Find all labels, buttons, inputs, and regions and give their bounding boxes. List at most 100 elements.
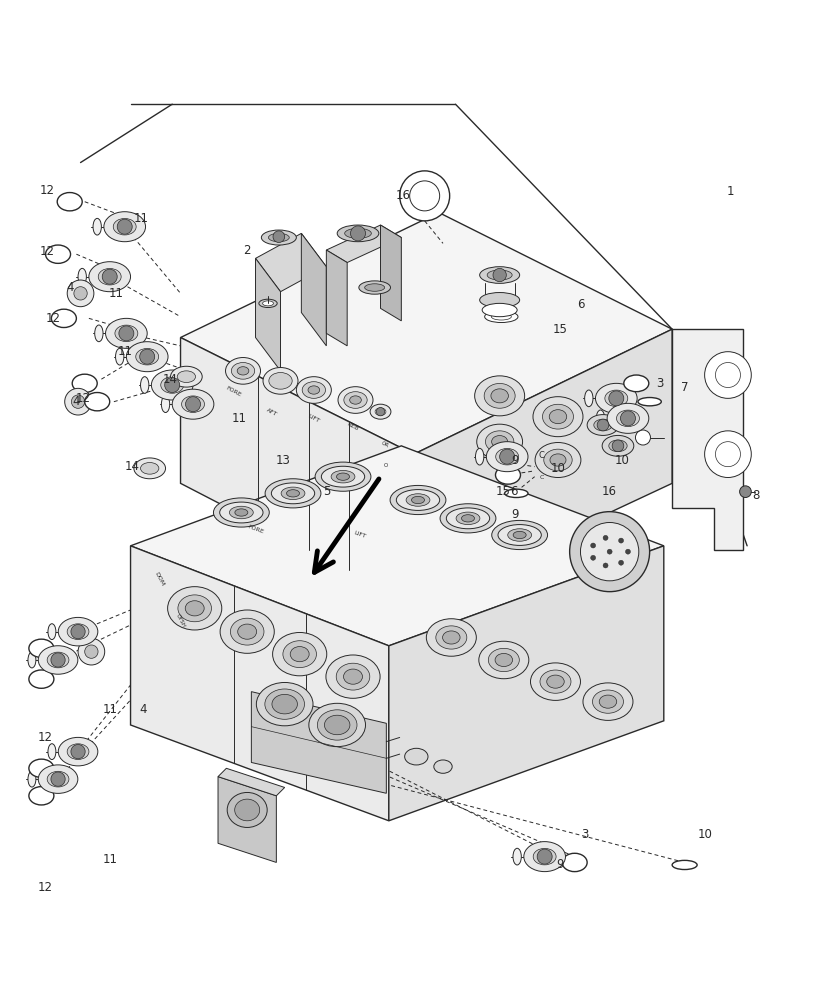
Ellipse shape (29, 759, 54, 777)
Text: 4: 4 (73, 395, 80, 408)
Ellipse shape (491, 389, 508, 403)
Ellipse shape (59, 617, 98, 646)
Ellipse shape (93, 218, 101, 235)
Text: LIFT: LIFT (307, 413, 321, 424)
Circle shape (740, 486, 752, 498)
Ellipse shape (599, 695, 617, 708)
Ellipse shape (115, 325, 138, 342)
Ellipse shape (513, 848, 522, 865)
Polygon shape (380, 225, 401, 321)
Circle shape (493, 268, 507, 282)
Ellipse shape (495, 653, 512, 667)
Text: REB: REB (346, 422, 359, 432)
Circle shape (165, 378, 180, 393)
Polygon shape (181, 338, 414, 604)
Ellipse shape (446, 508, 490, 529)
Text: 2: 2 (243, 244, 251, 257)
Text: 1: 1 (726, 185, 734, 198)
Ellipse shape (167, 587, 222, 630)
Ellipse shape (161, 377, 184, 393)
Ellipse shape (237, 367, 249, 375)
Text: 10: 10 (551, 462, 565, 475)
Ellipse shape (172, 389, 214, 419)
Ellipse shape (587, 415, 619, 435)
Ellipse shape (477, 424, 522, 459)
Ellipse shape (349, 396, 361, 404)
Ellipse shape (480, 267, 520, 283)
Ellipse shape (57, 193, 82, 211)
Ellipse shape (38, 765, 78, 793)
Circle shape (51, 772, 65, 786)
Ellipse shape (487, 270, 512, 280)
Polygon shape (389, 546, 664, 821)
Circle shape (625, 549, 630, 554)
Ellipse shape (324, 715, 350, 735)
Circle shape (119, 326, 134, 341)
Text: 14: 14 (162, 373, 177, 386)
Ellipse shape (220, 502, 263, 523)
Ellipse shape (283, 641, 317, 668)
Circle shape (51, 653, 65, 667)
Ellipse shape (672, 860, 697, 870)
Ellipse shape (213, 498, 269, 527)
Ellipse shape (442, 631, 460, 644)
Ellipse shape (281, 487, 305, 500)
Circle shape (64, 388, 91, 415)
Circle shape (612, 440, 624, 452)
Text: 14: 14 (125, 460, 140, 473)
Circle shape (102, 269, 117, 284)
Ellipse shape (513, 531, 526, 539)
Ellipse shape (390, 485, 446, 515)
Circle shape (716, 363, 741, 388)
Ellipse shape (434, 760, 452, 773)
Ellipse shape (540, 670, 571, 693)
Ellipse shape (140, 377, 149, 393)
Ellipse shape (507, 529, 532, 541)
Text: 11: 11 (134, 212, 149, 225)
Ellipse shape (48, 744, 56, 760)
Ellipse shape (38, 646, 78, 674)
Ellipse shape (265, 689, 304, 719)
Circle shape (71, 625, 85, 639)
Ellipse shape (344, 392, 367, 408)
Ellipse shape (29, 670, 54, 688)
Ellipse shape (364, 284, 385, 291)
Ellipse shape (344, 669, 363, 684)
Circle shape (350, 226, 365, 241)
Circle shape (590, 543, 595, 548)
Polygon shape (672, 329, 743, 550)
Ellipse shape (605, 390, 628, 407)
Polygon shape (326, 250, 347, 346)
Ellipse shape (594, 419, 612, 431)
Circle shape (140, 349, 155, 364)
Ellipse shape (308, 386, 319, 394)
Ellipse shape (161, 396, 170, 413)
Text: 15: 15 (553, 323, 567, 336)
Text: 12: 12 (45, 312, 60, 325)
Ellipse shape (496, 448, 518, 465)
Text: 11: 11 (117, 345, 132, 358)
Ellipse shape (67, 744, 89, 759)
Text: LIFT: LIFT (353, 530, 366, 540)
Ellipse shape (257, 682, 313, 726)
Ellipse shape (616, 410, 640, 427)
Ellipse shape (48, 624, 56, 640)
Ellipse shape (426, 619, 477, 656)
Text: 6: 6 (577, 298, 584, 311)
Ellipse shape (593, 690, 624, 713)
Ellipse shape (263, 368, 298, 394)
Text: C: C (538, 451, 544, 460)
Circle shape (376, 408, 385, 416)
Ellipse shape (262, 230, 296, 245)
Text: AFT: AFT (266, 408, 278, 417)
Ellipse shape (440, 504, 496, 533)
Ellipse shape (543, 449, 572, 471)
Circle shape (74, 287, 87, 300)
Ellipse shape (269, 373, 293, 389)
Ellipse shape (436, 626, 466, 649)
Text: 5: 5 (323, 485, 330, 498)
Ellipse shape (505, 489, 528, 498)
Circle shape (635, 430, 650, 445)
Text: 11: 11 (232, 412, 247, 425)
Ellipse shape (113, 218, 136, 235)
